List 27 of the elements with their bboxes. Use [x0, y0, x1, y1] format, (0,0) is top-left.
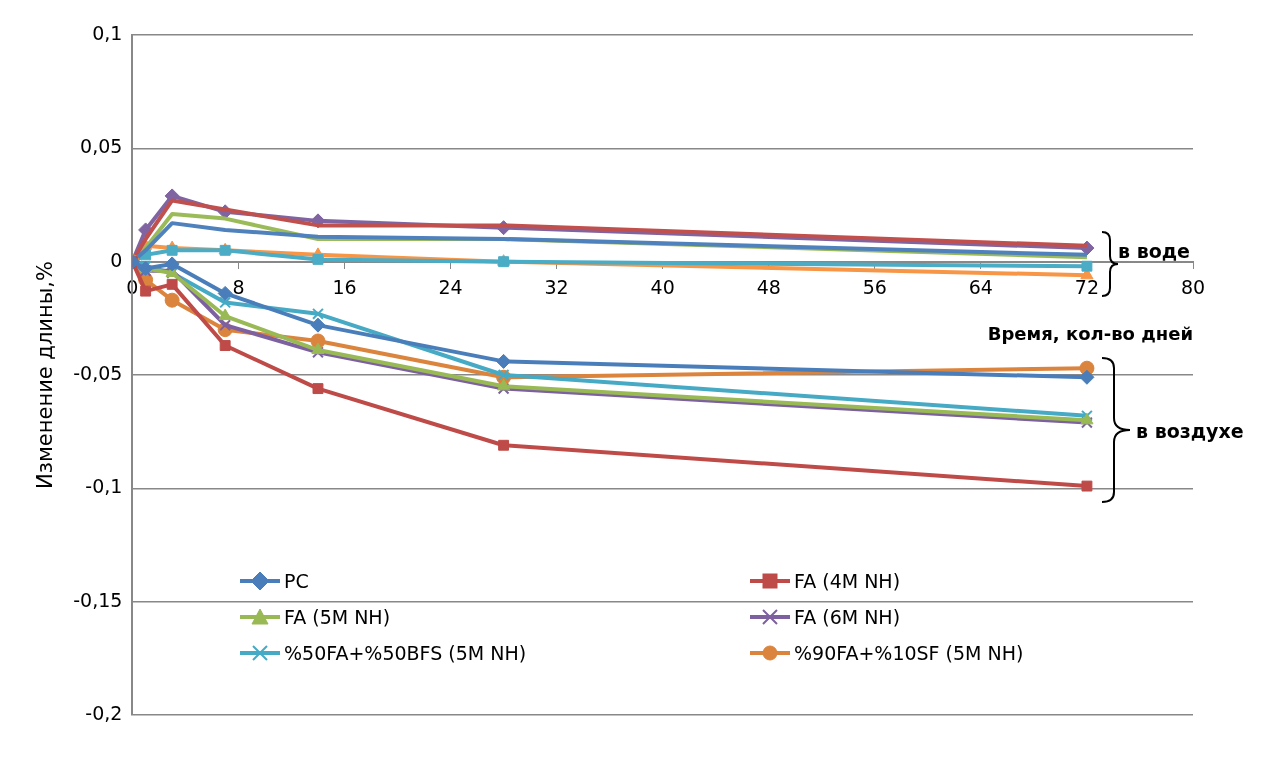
x-tick-label: 48	[756, 276, 781, 298]
legend-label: %50FA+%50BFS (5M NH)	[284, 642, 527, 664]
legend-label: FA (6M NH)	[794, 606, 901, 628]
y-tick-label: -0,05	[73, 361, 123, 384]
legend-label: %90FA+%10SF (5M NH)	[794, 642, 1024, 664]
legend-label: FA (4M NH)	[794, 570, 901, 592]
annotation: в воде	[1118, 240, 1190, 262]
legend-label: FA (5M NH)	[284, 606, 391, 628]
x-tick-label: 64	[968, 276, 993, 298]
x-tick-label: 32	[544, 276, 569, 298]
x-tick-label: 24	[438, 276, 463, 298]
y-tick-label: -0,1	[85, 475, 123, 498]
y-tick-label: -0,15	[73, 588, 123, 611]
y-axis-title: Изменение длины,%	[33, 261, 58, 489]
y-tick-label: 0,1	[92, 21, 123, 44]
x-axis-title: Время, кол-во дней	[987, 322, 1193, 344]
x-tick-label: 80	[1180, 276, 1206, 298]
x-tick-label: 72	[1074, 276, 1100, 298]
x-tick-label: 56	[862, 276, 887, 298]
legend-label: PC	[284, 570, 309, 592]
annotation: в воздухе	[1136, 420, 1244, 442]
x-tick-label: 16	[332, 276, 357, 298]
y-tick-label: 0,05	[80, 135, 123, 158]
x-tick-label: 40	[650, 276, 675, 298]
x-tick-label: 8	[232, 276, 245, 298]
y-tick-label: -0,2	[85, 701, 123, 724]
y-tick-label: 0	[110, 248, 123, 271]
